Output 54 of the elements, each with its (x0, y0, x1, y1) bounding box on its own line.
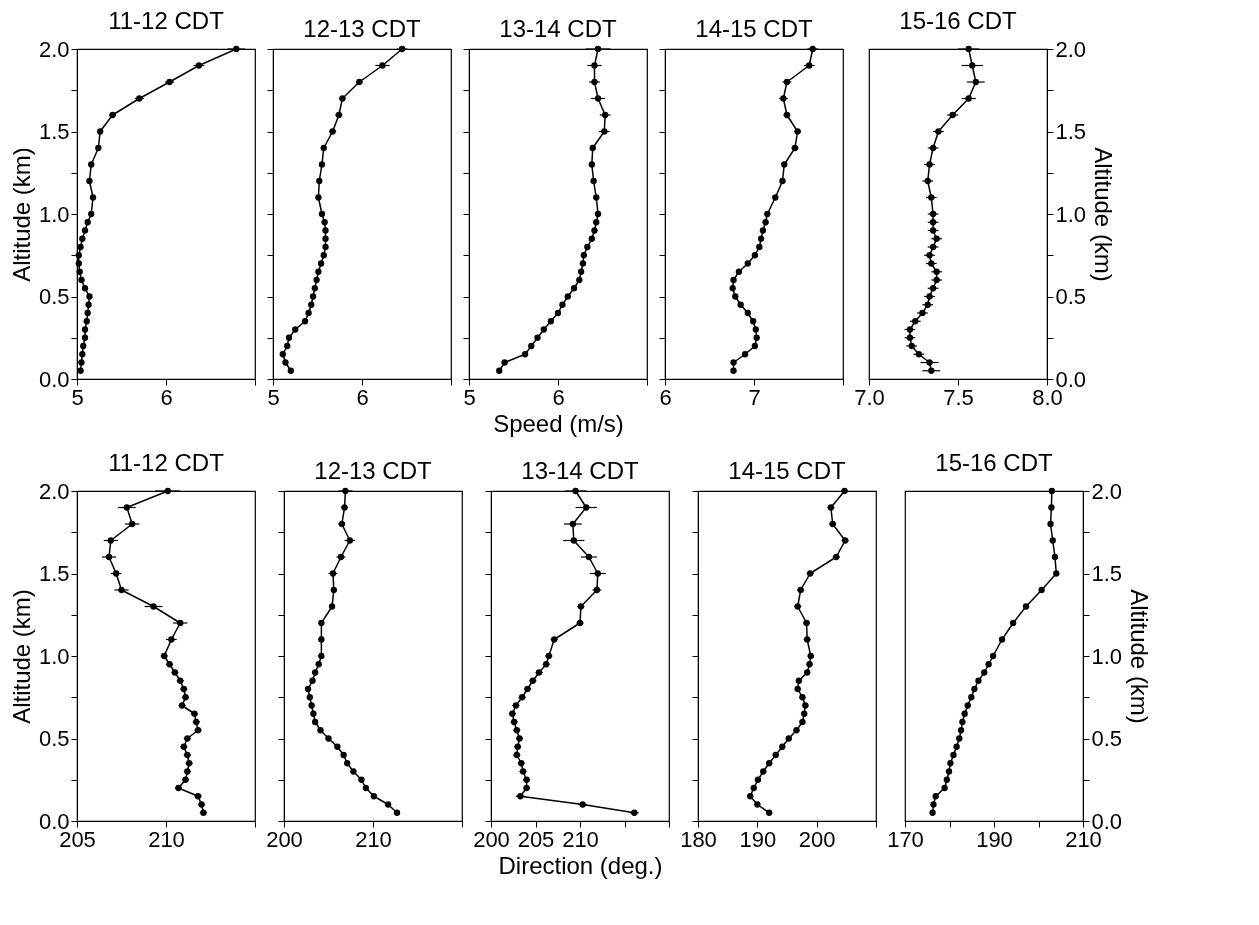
chart-title: 13-14 CDT (499, 14, 618, 42)
y-tick-label: 0.5 (38, 284, 70, 309)
x-tick-label: 205 (517, 826, 555, 852)
x-axis-title: Direction (deg.) (498, 851, 663, 879)
text: 2.0 (1091, 478, 1123, 504)
chart-title: 14-15 CDT (695, 14, 814, 42)
chart-title: 11-12 CDT (108, 449, 225, 476)
x-tick-label: 210 (148, 826, 185, 852)
x-tick-label: 200 (798, 826, 836, 852)
chart-title: 14-15 CDT (728, 456, 847, 484)
x-tick-label: 170 (887, 826, 924, 852)
x-tick-label: 180 (680, 826, 717, 852)
text: 1.5 (1091, 561, 1123, 586)
text: 2.0 (1055, 36, 1087, 62)
y-tick-label: 2.0 (38, 36, 70, 62)
text: 1.0 (1055, 201, 1087, 227)
x-tick-label: 6 (356, 384, 369, 410)
x-tick-label: 7.5 (943, 384, 974, 410)
x-tick-label: 190 (739, 826, 777, 852)
chart-title: 15-16 CDT (899, 7, 1018, 34)
x-tick-label: 210 (562, 826, 599, 852)
text: 1.5 (1055, 119, 1087, 144)
x-tick-label: 210 (355, 826, 392, 852)
y-tick-label: 1.0 (38, 643, 70, 669)
x-tick-label: 200 (266, 826, 303, 852)
y-tick-label: 1.0 (38, 201, 70, 227)
chart-title: 15-16 CDT (935, 449, 1054, 476)
chart-title: 12-13 CDT (303, 14, 422, 42)
y-tick-label: 0.5 (38, 726, 70, 751)
x-tick-label: 5 (267, 384, 280, 410)
x-tick-label: 200 (473, 826, 510, 852)
x-tick-label: 5 (463, 384, 476, 410)
x-axis-title: Speed (m/s) (493, 409, 624, 437)
chart-title: 11-12 CDT (108, 7, 225, 34)
y2-axis-title: Altitude (km) (1090, 147, 1118, 282)
x-tick-label: 6 (160, 384, 173, 410)
y-axis-title: Altitude (km) (7, 147, 35, 282)
x-tick-label: 7 (748, 384, 761, 410)
x-tick-label: 6 (659, 384, 672, 410)
x-tick-label: 190 (976, 826, 1013, 852)
y-axis-title: Altitude (km) (7, 589, 35, 724)
y2-axis-title: Altitude (km) (1126, 589, 1154, 724)
y-tick-label: 1.5 (38, 119, 70, 144)
chart-title: 12-13 CDT (314, 456, 433, 484)
x-tick-label: 5 (71, 384, 84, 410)
y-tick-label: 0.0 (38, 366, 70, 392)
chart-title: 13-14 CDT (521, 456, 640, 484)
text: 0.5 (1055, 284, 1087, 309)
x-tick-label: 7.0 (854, 384, 885, 410)
x-tick-label: 6 (552, 384, 565, 410)
text: 0.5 (1091, 726, 1123, 751)
y-tick-label: 2.0 (38, 478, 70, 504)
y-tick-label: 1.5 (38, 561, 70, 586)
text: 1.0 (1091, 643, 1123, 669)
